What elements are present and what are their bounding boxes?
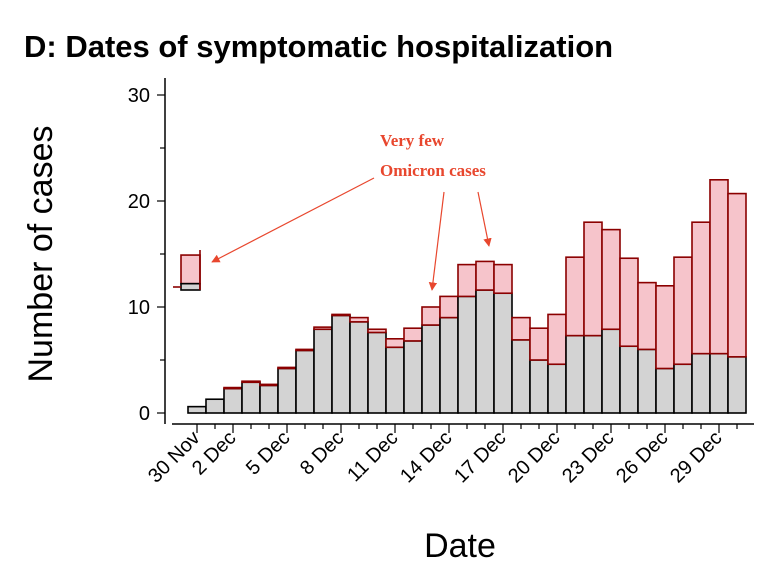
x-tick-label: 29 Dec xyxy=(666,427,726,487)
bar-nonomicron-5-dec xyxy=(277,367,297,414)
bar-nonomicron-1-dec xyxy=(205,398,225,414)
bar-omicron-24-dec xyxy=(619,257,639,348)
annotation: Very few Omicron cases xyxy=(211,131,492,291)
y-tick-label: 0 xyxy=(139,403,150,425)
bar-nonomicron-14-dec xyxy=(439,316,459,414)
bar-nonomicron-12-dec xyxy=(403,340,423,414)
bar-nonomicron-20-dec xyxy=(547,363,567,414)
bar-nonomicron-27-dec xyxy=(673,363,693,414)
bar-nonomicron-17-dec xyxy=(493,292,513,414)
bar-nonomicron-9-dec xyxy=(349,321,369,414)
bar-omicron-23-dec xyxy=(601,228,621,331)
bar-nonomicron-19-dec xyxy=(529,359,549,414)
bar-omicron-7-dec xyxy=(313,326,333,331)
annotation-arrow-3 xyxy=(477,191,492,247)
bar-omicron-9-dec xyxy=(349,316,369,323)
inset-bar-nonomicron xyxy=(180,282,201,291)
bar-omicron-30-dec xyxy=(727,192,747,358)
inset-bar-group xyxy=(173,250,201,291)
annotation-arrow-1 xyxy=(211,177,375,263)
x-tick-label: 8 Dec xyxy=(296,427,349,480)
y-axis-label: Number of cases xyxy=(22,126,60,383)
bar-omicron-26-dec xyxy=(655,284,675,370)
bars-group xyxy=(187,179,747,414)
bar-nonomicron-11-dec xyxy=(385,346,405,414)
bar-nonomicron-13-dec xyxy=(421,324,441,414)
bar-omicron-16-dec xyxy=(475,260,495,291)
bar-nonomicron-4-dec xyxy=(259,384,279,414)
annotation-arrow-2 xyxy=(428,191,445,291)
y-tick-label: 30 xyxy=(128,85,150,107)
x-tick-label: 5 Dec xyxy=(242,427,295,480)
x-tick-label: 20 Dec xyxy=(504,427,564,487)
bar-nonomicron-21-dec xyxy=(565,334,585,414)
bar-nonomicron-30-dec xyxy=(727,356,747,414)
bar-nonomicron-28-dec xyxy=(691,352,711,414)
bar-omicron-28-dec xyxy=(691,221,711,355)
annotation-line-1: Very few xyxy=(380,131,445,150)
bar-nonomicron-22-dec xyxy=(583,334,603,414)
bar-nonomicron-8-dec xyxy=(331,314,351,414)
bar-omicron-19-dec xyxy=(529,327,549,361)
bar-nonomicron-29-dec xyxy=(709,352,729,414)
bar-omicron-5-dec xyxy=(277,366,297,370)
bar-omicron-21-dec xyxy=(565,256,585,337)
bar-omicron-17-dec xyxy=(493,263,513,295)
inset-bar-omicron xyxy=(180,254,201,285)
bar-nonomicron-26-dec xyxy=(655,367,675,414)
bar-omicron-3-dec xyxy=(241,380,261,384)
bar-omicron-2-dec xyxy=(223,386,243,390)
bar-omicron-27-dec xyxy=(673,256,693,366)
bar-omicron-29-dec xyxy=(709,179,729,355)
x-axis-label: Date xyxy=(424,527,496,565)
x-tick-label: 23 Dec xyxy=(558,427,618,487)
bar-nonomicron-24-dec xyxy=(619,345,639,414)
bar-nonomicron-6-dec xyxy=(295,349,315,414)
bar-omicron-11-dec xyxy=(385,337,405,349)
bar-omicron-8-dec xyxy=(331,313,351,317)
x-tick-label: 26 Dec xyxy=(612,427,672,487)
bar-nonomicron-10-dec xyxy=(367,331,387,414)
bar-nonomicron-7-dec xyxy=(313,328,333,414)
bar-nonomicron-30-nov xyxy=(187,405,207,414)
bar-nonomicron-2-dec xyxy=(223,387,243,414)
bar-omicron-20-dec xyxy=(547,313,567,366)
x-tick-label: 11 Dec xyxy=(343,427,402,486)
bar-omicron-13-dec xyxy=(421,306,441,326)
bar-nonomicron-16-dec xyxy=(475,289,495,414)
bar-omicron-18-dec xyxy=(511,316,531,341)
bar-nonomicron-3-dec xyxy=(241,381,261,414)
y-tick-label: 20 xyxy=(128,191,150,213)
chart-title: D: Dates of symptomatic hospitalization xyxy=(24,29,613,64)
bar-omicron-14-dec xyxy=(439,295,459,319)
x-tick-label: 14 Dec xyxy=(396,427,456,487)
bar-omicron-15-dec xyxy=(457,263,477,298)
bar-omicron-4-dec xyxy=(259,383,279,387)
bar-nonomicron-18-dec xyxy=(511,339,531,414)
x-tick-label: 17 Dec xyxy=(450,427,510,487)
bar-nonomicron-15-dec xyxy=(457,295,477,414)
bar-omicron-25-dec xyxy=(637,281,657,351)
bar-nonomicron-25-dec xyxy=(637,348,657,414)
bar-omicron-12-dec xyxy=(403,327,423,342)
bar-omicron-10-dec xyxy=(367,328,387,334)
bar-omicron-6-dec xyxy=(295,348,315,352)
y-axis: 0 10 20 30 xyxy=(128,78,166,425)
bar-omicron-22-dec xyxy=(583,221,603,337)
y-tick-label: 10 xyxy=(128,297,150,319)
annotation-line-2: Omicron cases xyxy=(380,161,486,180)
bar-nonomicron-23-dec xyxy=(601,328,621,414)
